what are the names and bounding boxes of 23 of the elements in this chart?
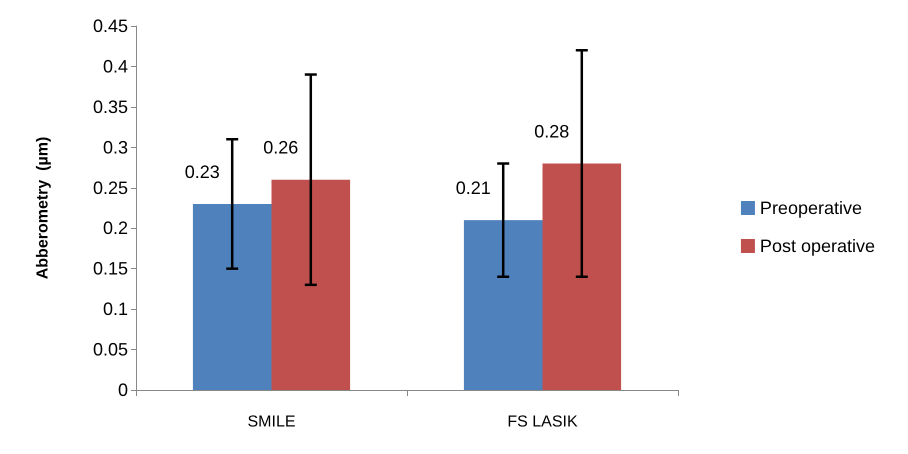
bar: [464, 220, 542, 390]
y-tick-label: 0.2: [102, 218, 128, 238]
data-label: 0.21: [456, 178, 491, 198]
y-tick-label: 0: [118, 380, 128, 400]
y-tick-label: 0.15: [92, 258, 128, 279]
bar: [272, 180, 350, 390]
y-tick-label: 0.45: [92, 16, 128, 36]
y-axis-title: Abberometry (µm): [34, 136, 52, 280]
legend-label: Preoperative: [760, 198, 862, 218]
y-tick-label: 0.05: [92, 340, 128, 360]
data-label: 0.26: [263, 138, 298, 158]
legend-label: Post operative: [760, 236, 876, 256]
y-tick-label: 0.4: [102, 56, 128, 76]
data-label: 0.28: [534, 122, 570, 142]
x-tick-label: SMILE: [247, 414, 296, 430]
y-tick-label: 0.1: [102, 299, 128, 320]
y-tick-label: 0.25: [92, 178, 128, 198]
data-label: 0.23: [184, 162, 220, 182]
y-tick-label: 0.3: [102, 137, 128, 158]
y-tick-label: 0.35: [92, 96, 128, 117]
bar: [542, 164, 622, 390]
x-tick-label: FS LASIK: [507, 414, 578, 430]
bar: [192, 204, 272, 390]
